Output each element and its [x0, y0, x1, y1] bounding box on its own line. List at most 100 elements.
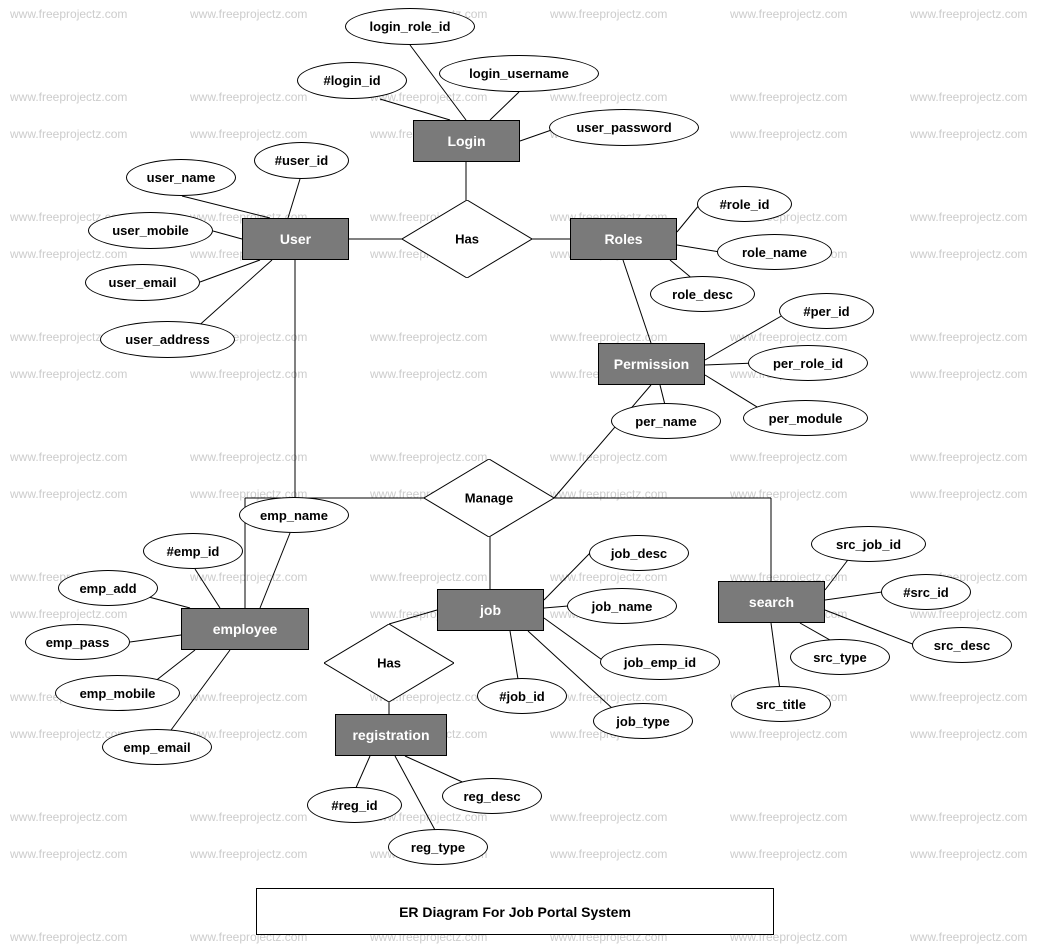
watermark-text: www.freeprojectz.com	[10, 607, 127, 621]
watermark-text: www.freeprojectz.com	[730, 90, 847, 104]
attr-emp_email: emp_email	[102, 729, 212, 765]
watermark-text: www.freeprojectz.com	[190, 690, 307, 704]
relationship-has2: Has	[324, 624, 454, 702]
attr-login_id: #login_id	[297, 62, 407, 99]
watermark-text: www.freeprojectz.com	[10, 90, 127, 104]
attr-job_emp_id: job_emp_id	[600, 644, 720, 680]
entity-search: search	[718, 581, 825, 623]
attr-reg_desc: reg_desc	[442, 778, 542, 814]
attr-role_desc: role_desc	[650, 276, 755, 312]
watermark-text: www.freeprojectz.com	[910, 7, 1027, 21]
watermark-text: www.freeprojectz.com	[10, 810, 127, 824]
watermark-text: www.freeprojectz.com	[910, 210, 1027, 224]
watermark-text: www.freeprojectz.com	[910, 847, 1027, 861]
watermark-text: www.freeprojectz.com	[910, 690, 1027, 704]
watermark-text: www.freeprojectz.com	[10, 7, 127, 21]
watermark-text: www.freeprojectz.com	[10, 367, 127, 381]
watermark-text: www.freeprojectz.com	[190, 847, 307, 861]
attr-user_address: user_address	[100, 321, 235, 358]
watermark-text: www.freeprojectz.com	[190, 127, 307, 141]
attr-per_role_id: per_role_id	[748, 345, 868, 381]
watermark-text: www.freeprojectz.com	[550, 810, 667, 824]
watermark-text: www.freeprojectz.com	[730, 847, 847, 861]
watermark-text: www.freeprojectz.com	[910, 727, 1027, 741]
watermark-text: www.freeprojectz.com	[190, 7, 307, 21]
attr-src_id: #src_id	[881, 574, 971, 610]
diagram-title: ER Diagram For Job Portal System	[256, 888, 774, 935]
attr-src_job_id: src_job_id	[811, 526, 926, 562]
watermark-text: www.freeprojectz.com	[910, 367, 1027, 381]
watermark-text: www.freeprojectz.com	[910, 487, 1027, 501]
entity-roles: Roles	[570, 218, 677, 260]
watermark-text: www.freeprojectz.com	[370, 367, 487, 381]
attr-user_id: #user_id	[254, 142, 349, 179]
attr-src_desc: src_desc	[912, 627, 1012, 663]
watermark-text: www.freeprojectz.com	[10, 247, 127, 261]
attr-user_email: user_email	[85, 264, 200, 301]
entity-permission: Permission	[598, 343, 705, 385]
watermark-text: www.freeprojectz.com	[730, 127, 847, 141]
attr-user_mobile: user_mobile	[88, 212, 213, 249]
watermark-text: www.freeprojectz.com	[910, 127, 1027, 141]
watermark-text: www.freeprojectz.com	[730, 7, 847, 21]
watermark-text: www.freeprojectz.com	[190, 810, 307, 824]
watermark-text: www.freeprojectz.com	[910, 330, 1027, 344]
attr-emp_add: emp_add	[58, 570, 158, 606]
watermark-text: www.freeprojectz.com	[190, 450, 307, 464]
entity-registration: registration	[335, 714, 447, 756]
watermark-text: www.freeprojectz.com	[550, 487, 667, 501]
attr-role_id: #role_id	[697, 186, 792, 222]
watermark-text: www.freeprojectz.com	[550, 7, 667, 21]
watermark-text: www.freeprojectz.com	[730, 810, 847, 824]
watermark-text: www.freeprojectz.com	[550, 690, 667, 704]
watermark-text: www.freeprojectz.com	[10, 487, 127, 501]
watermark-text: www.freeprojectz.com	[10, 930, 127, 944]
entity-login: Login	[413, 120, 520, 162]
attr-job_type: job_type	[593, 703, 693, 739]
relationship-label: Has	[455, 232, 479, 247]
watermark-text: www.freeprojectz.com	[550, 330, 667, 344]
watermark-text: www.freeprojectz.com	[550, 450, 667, 464]
entity-user: User	[242, 218, 349, 260]
watermark-text: www.freeprojectz.com	[910, 930, 1027, 944]
watermark-text: www.freeprojectz.com	[370, 330, 487, 344]
watermark-text: www.freeprojectz.com	[190, 570, 307, 584]
attr-emp_id: #emp_id	[143, 533, 243, 569]
watermark-text: www.freeprojectz.com	[910, 247, 1027, 261]
attr-per_name: per_name	[611, 403, 721, 439]
attr-role_name: role_name	[717, 234, 832, 270]
watermark-text: www.freeprojectz.com	[730, 727, 847, 741]
relationship-label: Has	[377, 656, 401, 671]
watermark-text: www.freeprojectz.com	[10, 127, 127, 141]
attr-login_role_id: login_role_id	[345, 8, 475, 45]
attr-job_id: #job_id	[477, 678, 567, 714]
attr-per_module: per_module	[743, 400, 868, 436]
attr-user_password: user_password	[549, 109, 699, 146]
attr-emp_pass: emp_pass	[25, 624, 130, 660]
watermark-text: www.freeprojectz.com	[910, 810, 1027, 824]
attr-login_username: login_username	[439, 55, 599, 92]
attr-per_id: #per_id	[779, 293, 874, 329]
attr-emp_mobile: emp_mobile	[55, 675, 180, 711]
relationship-label: Manage	[465, 491, 513, 506]
attr-src_title: src_title	[731, 686, 831, 722]
attr-emp_name: emp_name	[239, 497, 349, 533]
watermark-text: www.freeprojectz.com	[190, 90, 307, 104]
attr-user_name: user_name	[126, 159, 236, 196]
watermark-text: www.freeprojectz.com	[730, 487, 847, 501]
attr-job_name: job_name	[567, 588, 677, 624]
relationship-manage: Manage	[424, 459, 554, 537]
relationship-has1: Has	[402, 200, 532, 278]
watermark-text: www.freeprojectz.com	[370, 570, 487, 584]
watermark-text: www.freeprojectz.com	[550, 90, 667, 104]
watermark-text: www.freeprojectz.com	[730, 330, 847, 344]
watermark-text: www.freeprojectz.com	[190, 727, 307, 741]
watermark-text: www.freeprojectz.com	[730, 450, 847, 464]
watermark-text: www.freeprojectz.com	[10, 847, 127, 861]
watermark-text: www.freeprojectz.com	[190, 367, 307, 381]
attr-src_type: src_type	[790, 639, 890, 675]
watermark-text: www.freeprojectz.com	[10, 450, 127, 464]
attr-reg_id: #reg_id	[307, 787, 402, 823]
watermark-text: www.freeprojectz.com	[910, 450, 1027, 464]
attr-job_desc: job_desc	[589, 535, 689, 571]
